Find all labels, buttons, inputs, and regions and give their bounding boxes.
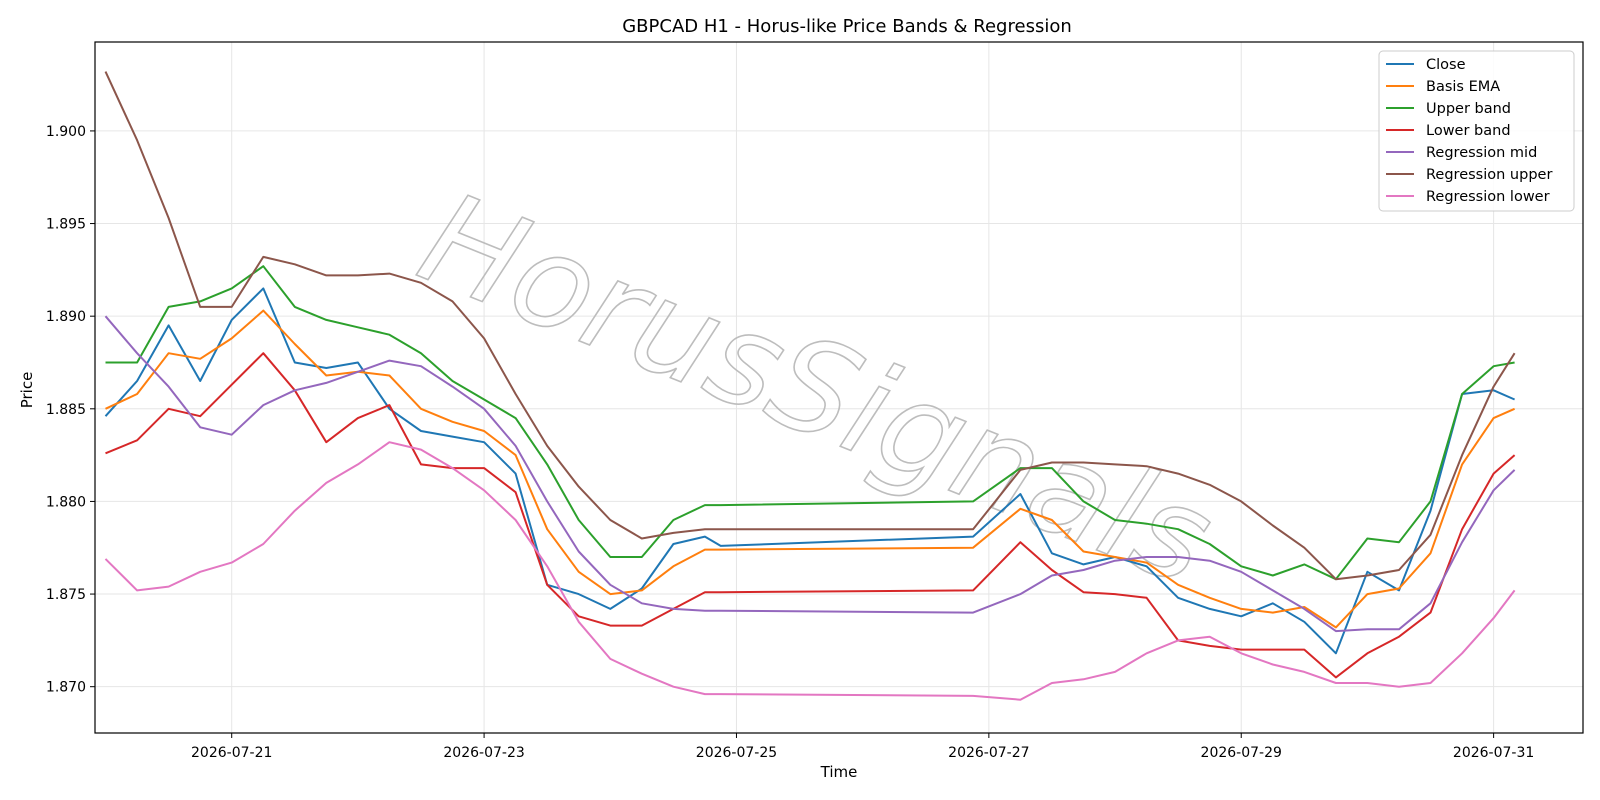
legend-box (1378, 50, 1575, 212)
y-axis-label: Price (18, 372, 36, 409)
legend: Close Basis EMA Upper band Lower band Regres… (1378, 50, 1575, 212)
x-tick-label: 2026-07-27 (948, 745, 1029, 761)
x-tick-label: 2026-07-31 (1453, 745, 1534, 761)
y-tick-label: 1.875 (46, 587, 86, 603)
y-tick-label: 1.890 (46, 309, 86, 325)
y-tick-label: 1.885 (46, 402, 86, 418)
y-tick-label: 1.900 (46, 124, 86, 140)
legend-label-regression-mid: Regression mid (1426, 145, 1537, 161)
y-tick-label: 1.880 (46, 494, 86, 510)
legend-label-basis-ema: Basis EMA (1426, 79, 1500, 95)
series-line-close (104, 287, 1516, 655)
series-line-regression-mid (104, 315, 1516, 633)
series-line-lower-band (105, 352, 1516, 679)
x-tick-label: 2026-07-29 (1201, 745, 1282, 761)
x-tick-label: 2026-07-21 (191, 745, 272, 761)
x-axis-label: Time (820, 763, 858, 781)
legend-label-close: Close (1426, 57, 1466, 73)
y-tick-label: 1.895 (46, 217, 86, 233)
legend-label-regression-lower: Regression lower (1426, 189, 1550, 205)
series-line-regression-lower (104, 441, 1516, 701)
legend-label-lower-band: Lower band (1426, 123, 1511, 139)
x-tick-label: 2026-07-25 (696, 745, 777, 761)
series-line-basis-ema (105, 309, 1516, 629)
y-tick-label: 1.870 (46, 680, 86, 696)
x-tick-label: 2026-07-23 (443, 745, 524, 761)
chart-title: GBPCAD H1 - Horus-like Price Bands & Reg… (622, 16, 1072, 37)
series-layer (104, 71, 1516, 701)
plot-frame (94, 41, 1584, 734)
legend-label-regression-upper: Regression upper (1426, 167, 1552, 183)
y-axis: 1.870 1.875 1.880 1.885 1.890 1.895 1.900 (46, 124, 95, 696)
watermark: HorusSignals (401, 164, 1231, 615)
series-line-regression-upper (104, 71, 1516, 581)
x-axis: 2026-07-21 2026-07-23 2026-07-25 2026-07-27… (191, 733, 1534, 761)
legend-label-upper-band: Upper band (1426, 101, 1511, 117)
series-line-upper-band (105, 265, 1515, 581)
